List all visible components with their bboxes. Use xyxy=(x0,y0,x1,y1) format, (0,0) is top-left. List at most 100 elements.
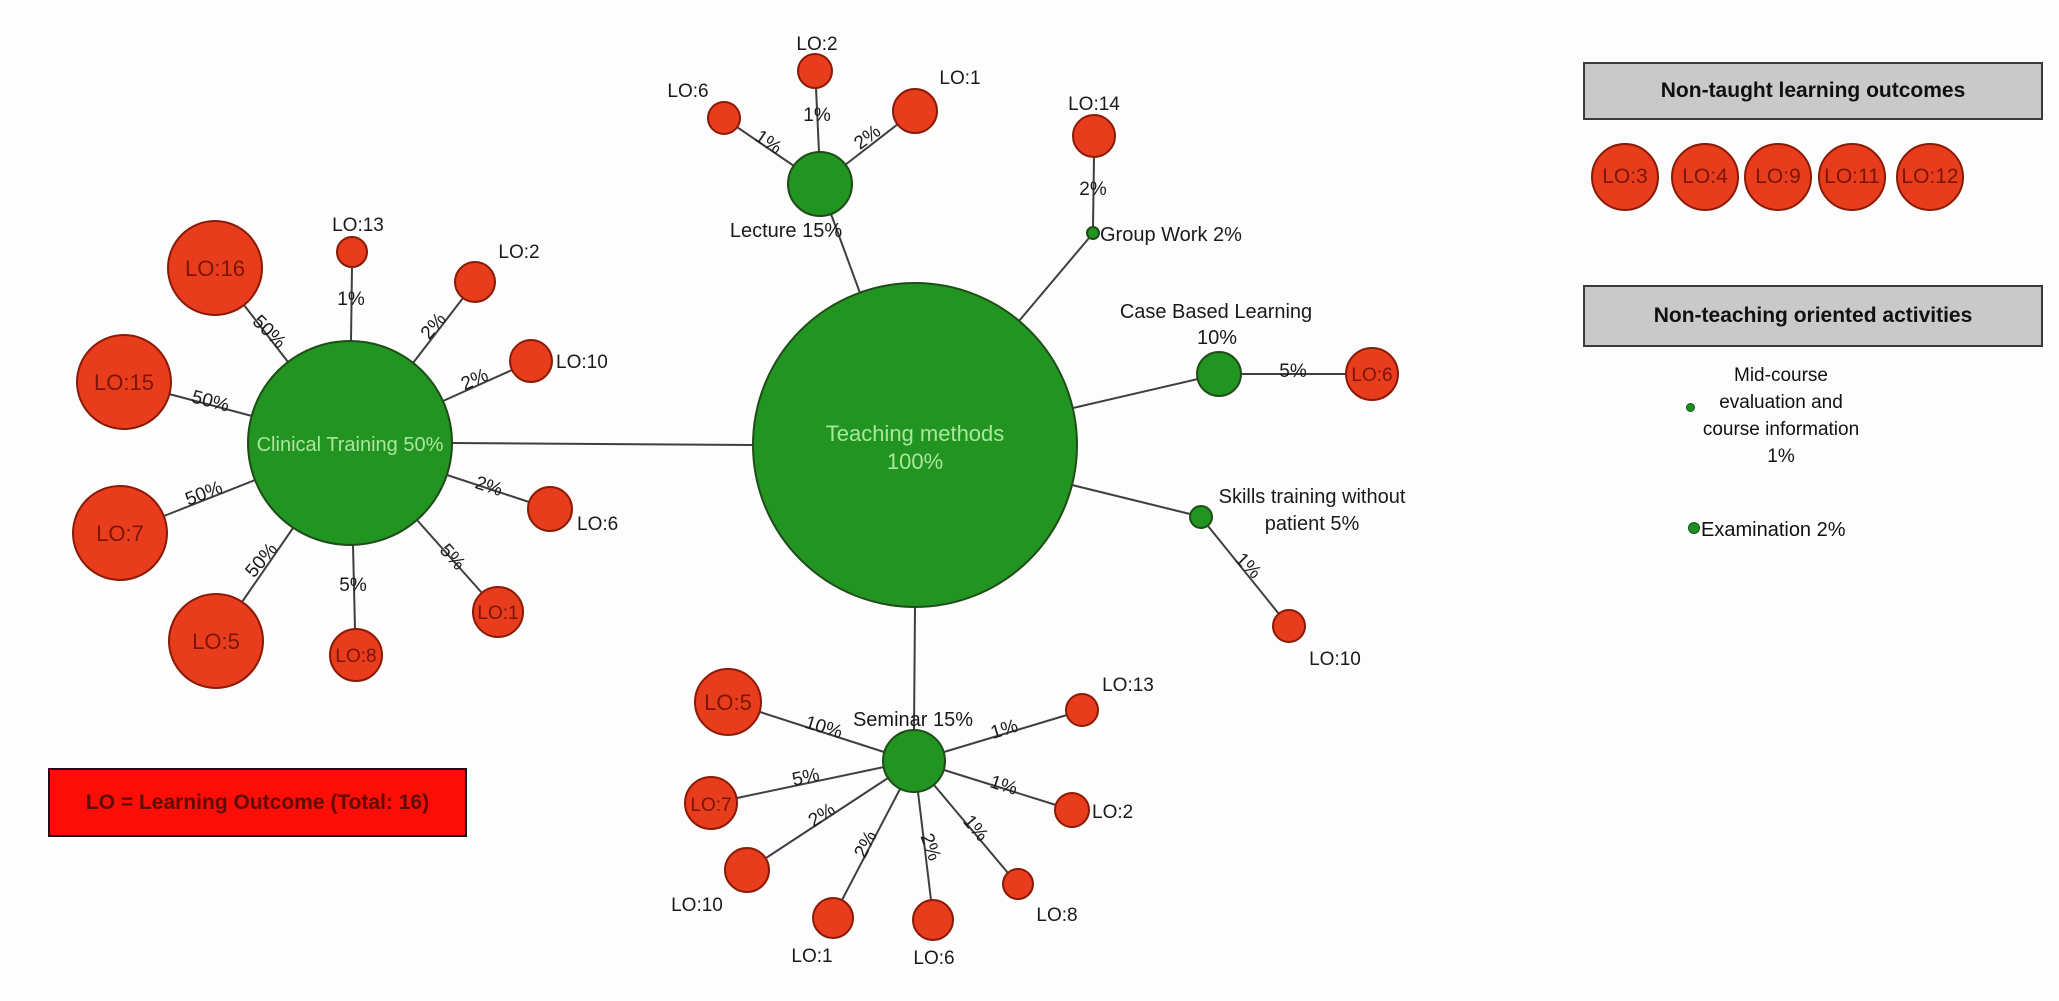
lecture-label: Lecture 15% xyxy=(730,220,843,242)
lo-label: LO:7 xyxy=(96,521,144,546)
seminar-label: Seminar 15% xyxy=(853,709,973,731)
edge-label: 2% xyxy=(472,473,505,501)
lo-label: LO:7 xyxy=(690,795,731,816)
edge-label: 10% xyxy=(802,712,845,743)
lo-label: LO:1 xyxy=(791,946,832,967)
edge xyxy=(736,766,885,799)
seminar-lo-nodes xyxy=(684,668,1099,941)
lo-label: LO:6 xyxy=(913,948,954,969)
lo-label: LO:2 xyxy=(796,34,837,55)
lecture-lo-nodes xyxy=(707,53,938,135)
examination-entry: Examination 2% xyxy=(1701,519,1846,541)
lo-label: LO:6 xyxy=(667,81,708,102)
lo-label: LO:13 xyxy=(332,215,384,236)
edge-label: 1% xyxy=(337,289,365,310)
clinical-training-label: Clinical Training 50% xyxy=(257,434,444,456)
edge xyxy=(442,369,513,402)
edge xyxy=(163,479,256,517)
edge-label: 1% xyxy=(988,716,1021,744)
lo-node xyxy=(472,586,524,638)
lo-node xyxy=(168,593,264,689)
lo-label: LO:1 xyxy=(477,603,518,624)
lo-label: LO:2 xyxy=(1092,802,1133,823)
lo-node xyxy=(892,88,938,134)
lo-node xyxy=(329,628,383,682)
lo-chip: LO:11 xyxy=(1818,143,1886,211)
lo-chip: LO:4 xyxy=(1671,143,1739,211)
lo-label: LO:6 xyxy=(577,514,618,535)
lo-label: LO:10 xyxy=(1309,649,1361,670)
seminar-edges xyxy=(736,711,1068,901)
edge-teaching-groupwork xyxy=(1018,237,1090,322)
lo-chip: LO:9 xyxy=(1744,143,1812,211)
lo-label: LO:15 xyxy=(94,370,154,395)
edge xyxy=(168,393,253,417)
case-based-learning-node xyxy=(1196,351,1242,397)
skills-label-line2: patient 5% xyxy=(1265,513,1360,535)
edge xyxy=(416,519,483,594)
edge-teaching-clinical xyxy=(451,442,754,446)
case-based-label-line2: 10% xyxy=(1197,327,1237,349)
edge xyxy=(841,788,901,901)
mid-course-line3: course information xyxy=(1702,419,1860,440)
lo-node xyxy=(76,334,172,430)
mid-course-entry: Mid-course evaluation and course informa… xyxy=(1671,362,1891,470)
lo-node xyxy=(527,486,573,532)
skills-label-line1: Skills training without xyxy=(1219,486,1406,508)
lo-node xyxy=(707,101,741,135)
lo-node xyxy=(336,236,368,268)
lo-label: LO:10 xyxy=(556,352,608,373)
edge-teaching-lecture xyxy=(830,213,861,294)
lo-label: LO:5 xyxy=(192,629,240,654)
lo-label: LO:2 xyxy=(498,242,539,263)
lo-chip: LO:3 xyxy=(1591,143,1659,211)
edge-label: 2% xyxy=(417,309,451,344)
edge-label: 2% xyxy=(805,799,840,832)
skills-training-node xyxy=(1189,505,1213,529)
lo-node xyxy=(1272,609,1306,643)
edge-label: 1% xyxy=(803,105,831,126)
lo-node xyxy=(724,847,770,893)
clinical-edges xyxy=(163,266,530,630)
edge-teaching-seminar xyxy=(913,606,916,731)
lo-label: LO:5 xyxy=(704,690,752,715)
edge xyxy=(844,123,899,166)
clinical-lo-nodes xyxy=(72,220,573,689)
mid-course-line2: evaluation and xyxy=(1719,392,1843,413)
edge xyxy=(241,527,294,603)
lo-chip: LO:12 xyxy=(1896,143,1964,211)
lo-node xyxy=(1345,347,1399,401)
teaching-methods-node xyxy=(752,282,1078,608)
edge-groupwork-lo14 xyxy=(1092,156,1095,228)
edge-label: 5% xyxy=(339,575,367,596)
lo-label: LO:13 xyxy=(1102,675,1154,696)
lo-node xyxy=(454,261,496,303)
edge xyxy=(765,777,889,859)
case-based-label-line1: Case Based Learning xyxy=(1120,301,1312,323)
misc-edges xyxy=(1092,156,1346,615)
edge-label: 50% xyxy=(183,477,226,510)
lecture-labels: 1% 1% 2% LO:6 LO:2 LO:1 xyxy=(667,34,980,159)
examination-dot-icon xyxy=(1688,522,1700,534)
edge-label: 2% xyxy=(850,121,885,154)
edge-label: 50% xyxy=(189,387,231,417)
edge xyxy=(243,304,289,363)
lo-label: LO:1 xyxy=(939,68,980,89)
edge xyxy=(943,714,1068,753)
edge xyxy=(350,266,353,342)
edge-label: 5% xyxy=(790,764,821,790)
edge-label: 2% xyxy=(916,831,945,864)
clinical-training-node xyxy=(247,340,453,546)
lo-label: LO:8 xyxy=(335,646,376,667)
non-taught-header: Non-taught learning outcomes xyxy=(1583,62,2043,120)
edge-teaching-casebased xyxy=(1072,378,1199,409)
lo-node xyxy=(509,339,553,383)
edge xyxy=(943,769,1057,806)
edge xyxy=(917,791,932,901)
edge xyxy=(759,711,885,753)
lo-label: LO:14 xyxy=(1068,94,1120,115)
legend-box: LO = Learning Outcome (Total: 16) xyxy=(48,768,467,837)
edge xyxy=(352,544,356,630)
